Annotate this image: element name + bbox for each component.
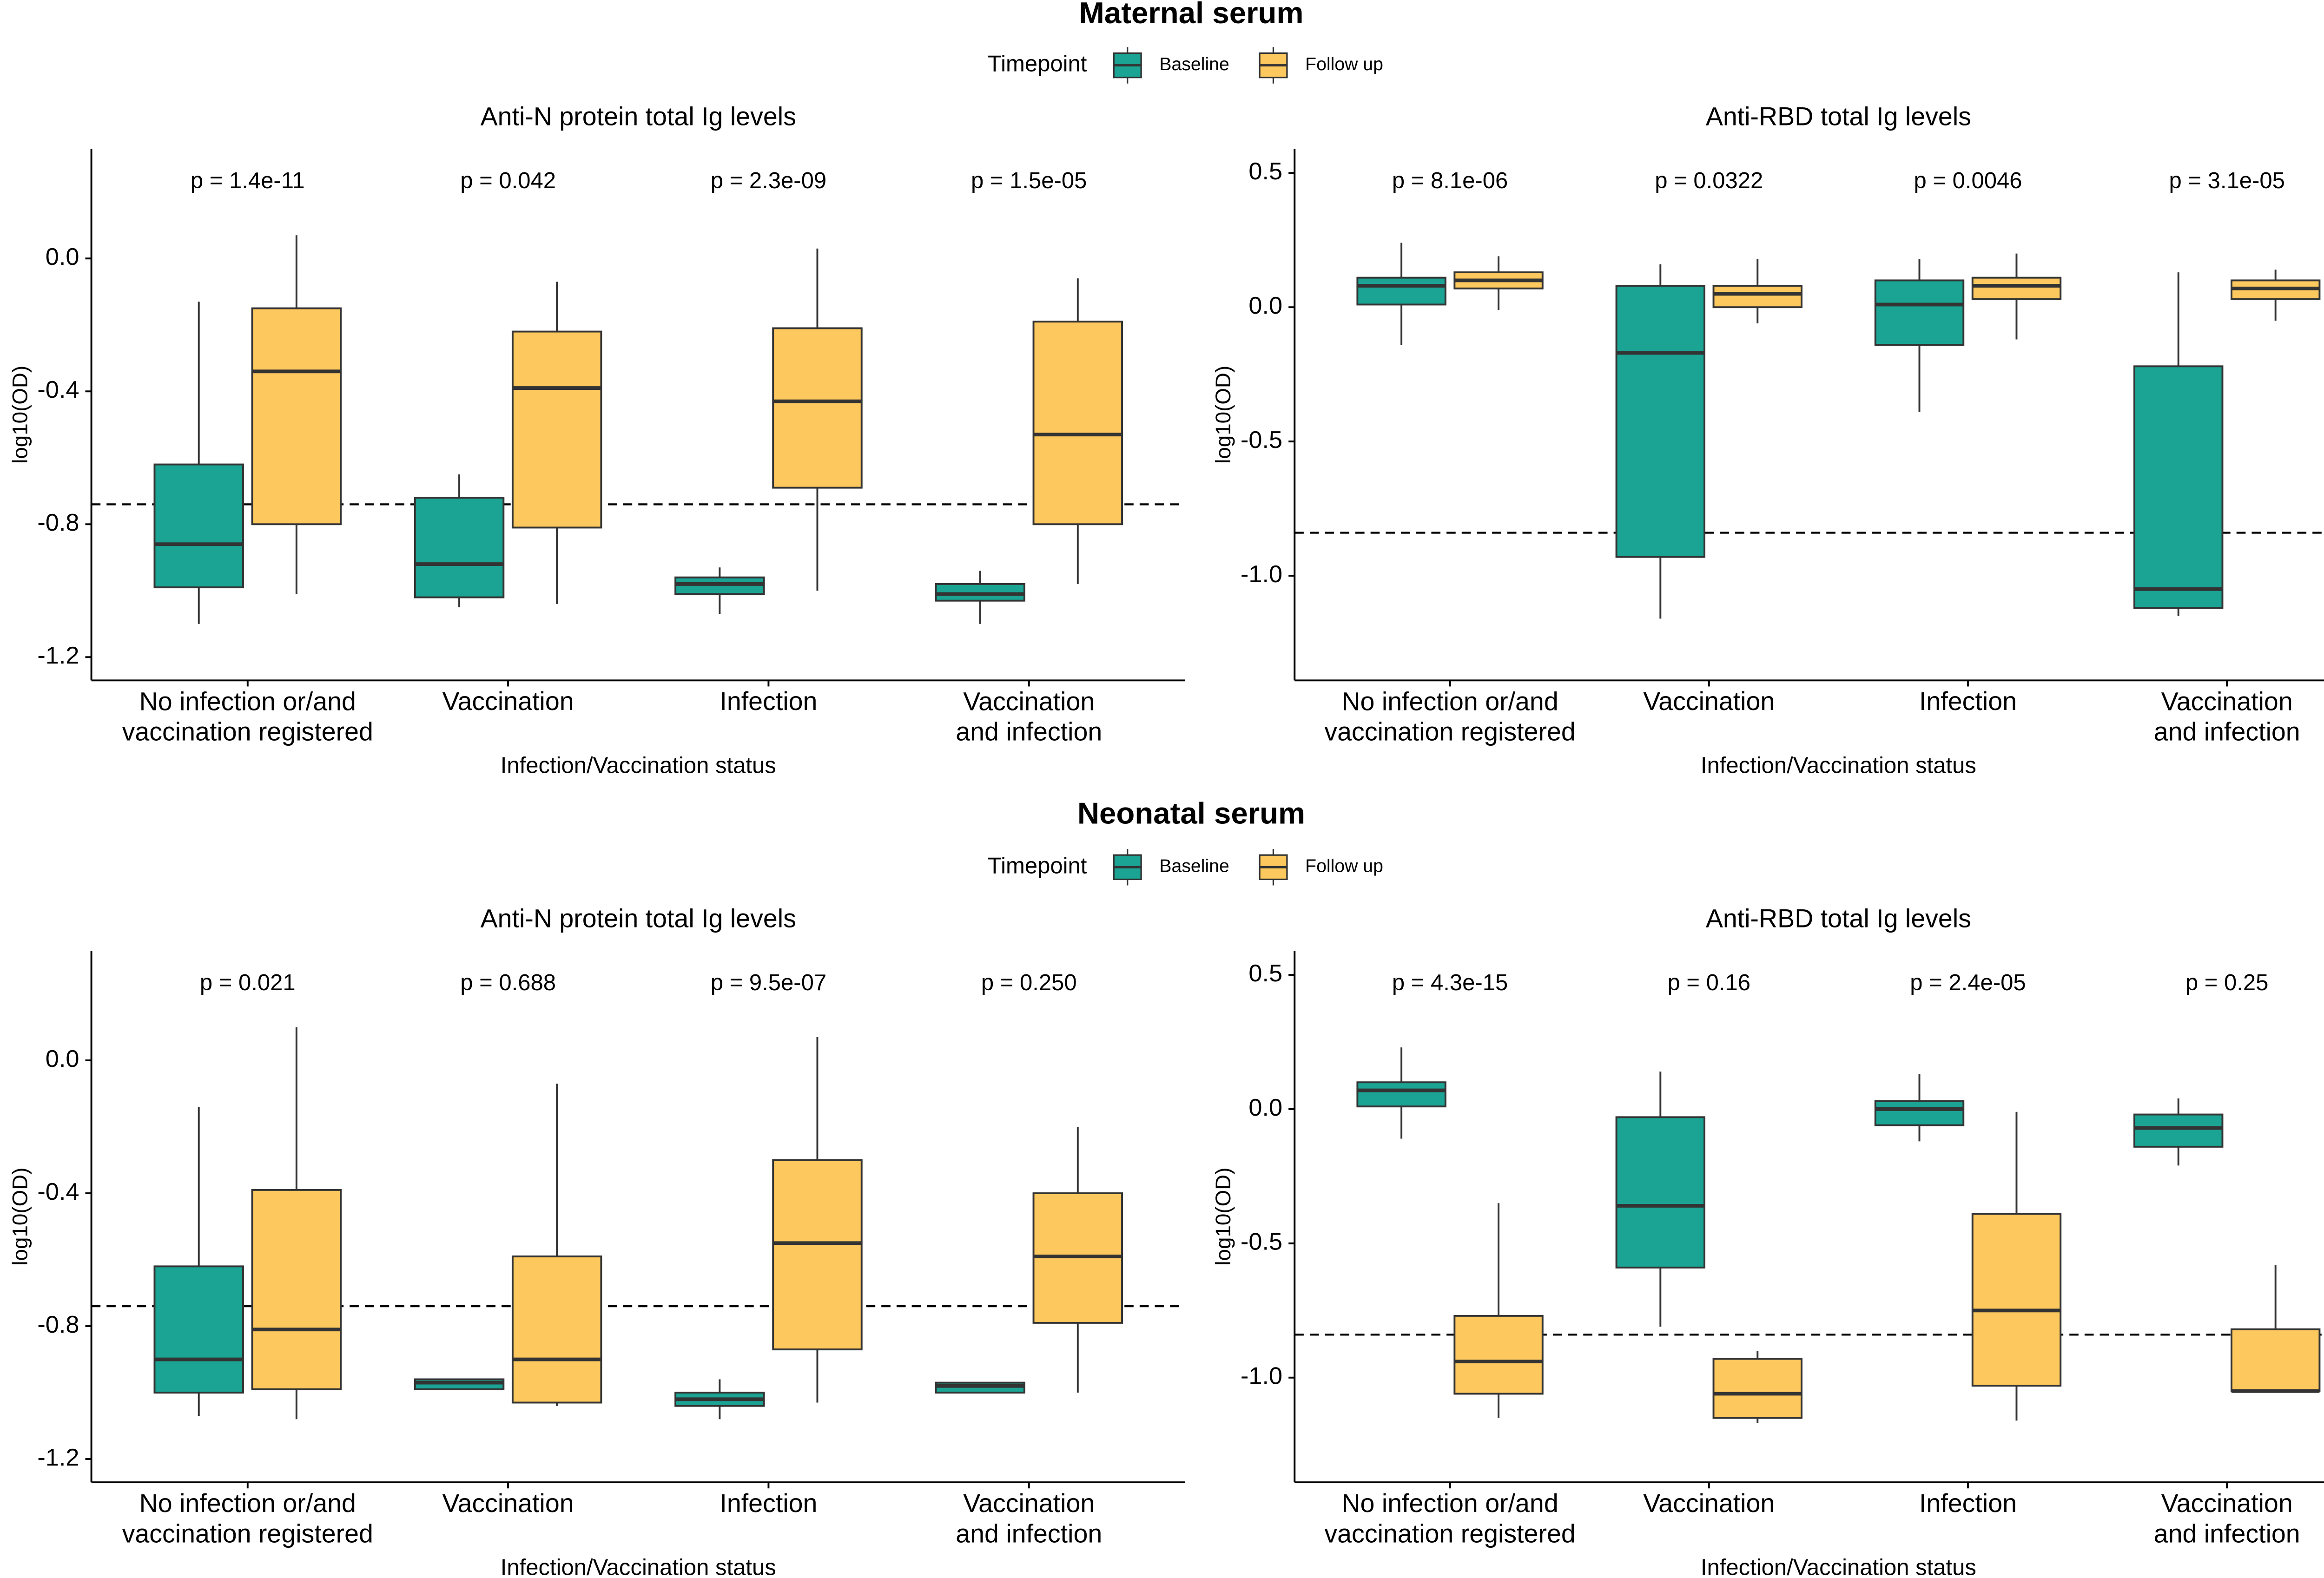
- x-tick-label: Infection: [720, 1489, 817, 1518]
- y-tick-label: 0.0: [1248, 1094, 1282, 1121]
- legend-label: Follow up: [1305, 54, 1383, 74]
- x-tick-label: No infection or/and vaccination registere…: [1324, 687, 1575, 746]
- x-tick-label: Infection: [720, 687, 817, 716]
- section-title: Maternal serum: [1079, 0, 1303, 30]
- p-value: p = 0.688: [460, 970, 556, 995]
- box: [511, 330, 602, 529]
- x-axis-label: Infection/Vaccination status: [1701, 1555, 1976, 1578]
- p-value: p = 2.4e-05: [1910, 970, 2026, 995]
- section-title: Neonatal serum: [1077, 796, 1305, 830]
- p-value: p = 1.4e-11: [191, 168, 305, 193]
- box: [153, 1265, 244, 1394]
- p-value: p = 0.25: [2185, 970, 2269, 995]
- box: [1874, 279, 1965, 346]
- p-value: p = 9.5e-07: [711, 970, 826, 995]
- y-tick-label: -0.4: [37, 1178, 79, 1205]
- box: [1712, 285, 1802, 309]
- y-axis-label: log10(OD): [1211, 1168, 1235, 1266]
- p-value: p = 8.1e-06: [1392, 168, 1508, 193]
- y-axis-label: log10(OD): [8, 1168, 32, 1266]
- box: [1874, 1100, 1965, 1126]
- p-value: p = 0.0046: [1914, 168, 2022, 193]
- box: [1356, 1081, 1446, 1108]
- x-tick-label: No infection or/and vaccination registere…: [1324, 1489, 1575, 1548]
- p-value: p = 4.3e-15: [1392, 970, 1508, 995]
- p-value: p = 0.042: [460, 168, 556, 193]
- x-tick-label: Vaccination and infection: [2154, 1489, 2300, 1548]
- box: [1712, 1358, 1802, 1419]
- box: [2133, 1113, 2224, 1148]
- y-tick-label: 0.5: [1248, 158, 1282, 185]
- x-tick-label: Vaccination: [442, 1489, 574, 1518]
- x-tick-label: No infection or/and vaccination registere…: [122, 1489, 373, 1548]
- x-tick-label: No infection or/and vaccination registere…: [122, 687, 373, 746]
- y-tick-label: -0.8: [37, 1311, 79, 1338]
- y-axis-label: log10(OD): [1211, 366, 1235, 464]
- legend-label: Baseline: [1159, 54, 1229, 74]
- panel-title: Anti-RBD total Ig levels: [1706, 102, 1971, 131]
- box: [1032, 321, 1123, 526]
- x-axis-label: Infection/Vaccination status: [1701, 753, 1976, 778]
- box: [2133, 365, 2224, 609]
- p-value: p = 0.250: [981, 970, 1077, 995]
- box: [1615, 285, 1705, 558]
- box: [414, 497, 505, 598]
- p-value: p = 0.0322: [1655, 168, 1763, 193]
- y-tick-label: 0.0: [46, 243, 79, 270]
- y-tick-label: 0.5: [1248, 960, 1282, 987]
- x-tick-label: Vaccination: [442, 687, 574, 716]
- y-tick-label: 0.0: [46, 1045, 79, 1072]
- panel-title: Anti-N protein total Ig levels: [481, 904, 796, 933]
- box: [772, 1159, 863, 1351]
- p-value: p = 2.3e-09: [711, 168, 826, 193]
- legend-title: Timepoint: [988, 51, 1087, 76]
- x-tick-label: Vaccination and infection: [956, 1489, 1102, 1548]
- x-tick-label: Vaccination and infection: [2154, 687, 2300, 746]
- x-tick-label: Infection: [1919, 1489, 2017, 1518]
- x-axis-label: Infection/Vaccination status: [501, 1555, 776, 1578]
- box: [772, 327, 863, 489]
- box: [2230, 1328, 2321, 1392]
- box: [1615, 1116, 1705, 1269]
- box: [153, 463, 244, 589]
- box: [1453, 1315, 1544, 1395]
- legend-label: Baseline: [1159, 856, 1229, 876]
- y-tick-label: -0.5: [1241, 427, 1282, 454]
- y-tick-label: -1.2: [37, 1444, 79, 1471]
- y-tick-label: -0.4: [37, 376, 79, 403]
- box: [251, 307, 342, 526]
- x-tick-label: Infection: [1919, 687, 2017, 716]
- panel-title: Anti-RBD total Ig levels: [1706, 904, 1971, 933]
- box: [251, 1189, 342, 1390]
- x-tick-label: Vaccination and infection: [956, 687, 1102, 746]
- legend-label: Follow up: [1305, 856, 1383, 876]
- y-tick-label: -0.8: [37, 509, 79, 536]
- y-tick-label: -1.0: [1241, 561, 1282, 588]
- y-tick-label: -0.5: [1241, 1229, 1282, 1256]
- p-value: p = 3.1e-05: [2169, 168, 2285, 193]
- x-tick-label: Vaccination: [1643, 1489, 1775, 1518]
- p-value: p = 0.021: [200, 970, 296, 995]
- y-tick-label: -1.2: [37, 642, 79, 669]
- y-axis-label: log10(OD): [8, 366, 32, 464]
- box: [511, 1255, 602, 1404]
- y-tick-label: 0.0: [1248, 292, 1282, 319]
- p-value: p = 1.5e-05: [971, 168, 1087, 193]
- x-tick-label: Vaccination: [1643, 687, 1775, 716]
- panel-title: Anti-N protein total Ig levels: [481, 102, 796, 131]
- x-axis-label: Infection/Vaccination status: [501, 753, 776, 778]
- box: [1971, 276, 2062, 300]
- box: [1356, 276, 1446, 306]
- legend-title: Timepoint: [988, 853, 1087, 878]
- p-value: p = 0.16: [1668, 970, 1751, 995]
- box: [1971, 1213, 2062, 1387]
- y-tick-label: -1.0: [1241, 1363, 1282, 1390]
